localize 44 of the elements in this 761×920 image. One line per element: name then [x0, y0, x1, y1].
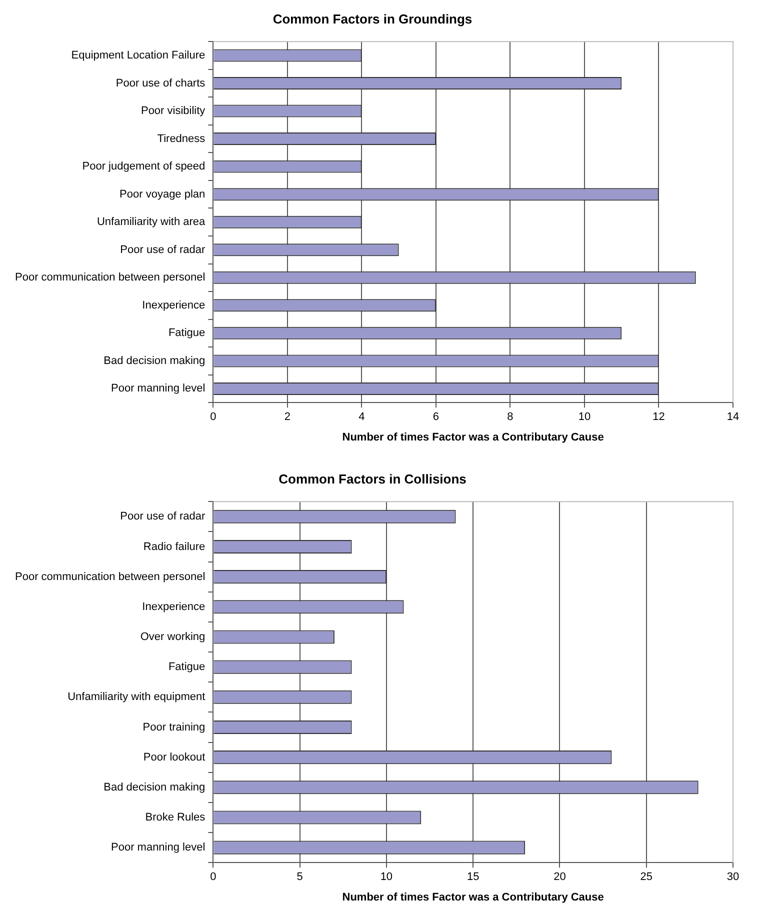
- x-tick-label: 4: [358, 411, 365, 424]
- y-tick-label: Fatigue: [168, 661, 206, 674]
- x-axis-title: Number of times Factor was a Contributary Cause: [342, 431, 604, 444]
- y-tick-label: Equipment Location Failure: [71, 50, 206, 62]
- y-tick-label: Poor manning level: [110, 382, 206, 395]
- y-tick-label: Tiredness: [157, 132, 206, 145]
- y-tick-label: Poor judgement of speed: [82, 160, 206, 173]
- x-tick-label: 20: [554, 871, 566, 884]
- y-tick-label: Poor use of charts: [116, 77, 206, 90]
- y-tick-label: Poor lookout: [143, 751, 206, 764]
- y-tick-label: Poor communication between personel: [14, 272, 206, 284]
- y-tick-label: Poor voyage plan: [120, 188, 206, 200]
- y-tick-label: Bad decision making: [104, 354, 206, 367]
- x-tick-label: 2: [284, 411, 290, 424]
- y-tick-label: Poor training: [142, 721, 206, 734]
- chart-title: Common Factors in Groundings: [272, 11, 472, 26]
- y-tick-label: Poor use of radar: [120, 244, 206, 256]
- x-tick-label: 0: [210, 411, 216, 424]
- x-tick-label: 6: [432, 411, 440, 424]
- y-tick-label: Broke Rules: [145, 812, 206, 824]
- y-tick-label: Over working: [140, 631, 206, 644]
- x-tick-label: 12: [652, 411, 665, 424]
- y-tick-label: Inexperience: [142, 600, 206, 613]
- y-tick-label: Poor manning level: [110, 842, 206, 854]
- y-tick-label: Inexperience: [142, 299, 206, 312]
- y-tick-label: Unfamiliarity with area: [96, 216, 206, 228]
- x-tick-label: 5: [296, 871, 303, 884]
- y-tick-label: Radio failure: [143, 540, 206, 553]
- x-tick-label: 10: [578, 411, 591, 424]
- x-tick-label: 30: [726, 871, 740, 884]
- x-tick-label: 25: [640, 871, 652, 884]
- x-tick-label: 0: [210, 871, 216, 884]
- x-tick-label: 8: [507, 411, 514, 424]
- x-tick-label: 15: [466, 871, 480, 884]
- y-tick-label: Poor visibility: [140, 105, 206, 118]
- y-tick-label: Poor use of radar: [120, 510, 206, 523]
- x-tick-label: 10: [380, 871, 393, 884]
- y-tick-label: Bad decision making: [104, 781, 206, 794]
- x-tick-label: 14: [726, 411, 740, 424]
- y-tick-label: Unfamiliarity with equipment: [68, 691, 206, 704]
- y-tick-label: Fatigue: [168, 327, 206, 340]
- y-tick-label: Poor communication between personel: [14, 570, 206, 583]
- chart-title: Common Factors in Collisions: [278, 471, 466, 486]
- x-axis-title: Number of times Factor was a Contributary Cause: [342, 891, 604, 904]
